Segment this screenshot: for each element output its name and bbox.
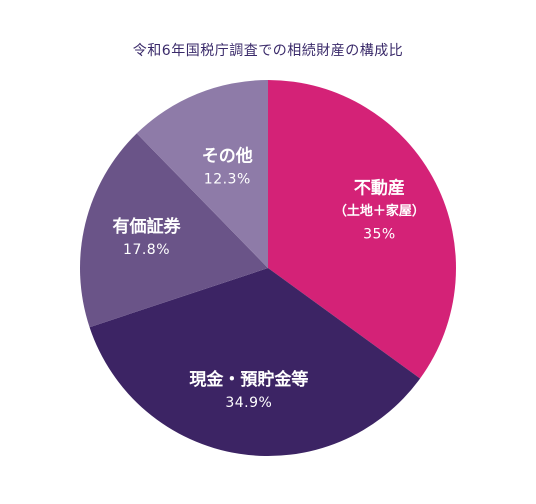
slice-label-group-1: 現金・預貯金等 34.9% [189,369,308,411]
pie-slice-1 [89,268,421,456]
slice-sublabel-0: （土地＋家屋） [334,203,425,219]
slice-label-group-0: 不動産 （土地＋家屋） 35% [334,177,425,242]
pie-slice-0 [268,80,456,379]
slice-label-2: 有価証券 [113,216,182,237]
pie-slice-2 [79,133,268,328]
slice-value-1: 34.9% [225,395,272,411]
slice-label-1: 現金・預貯金等 [189,369,308,390]
slice-value-0: 35% [363,226,396,242]
slice-label-group-2: 有価証券 17.8% [113,216,182,258]
slice-value-2: 17.8% [123,242,170,258]
pie-slice-3 [136,80,268,268]
slice-label-group-3: その他 12.3% [202,145,253,187]
slice-label-0: 不動産 [354,177,405,198]
slice-value-3: 12.3% [204,171,251,187]
chart-title: 令和6年国税庁調査での相続財産の構成比 [132,43,404,59]
slice-label-3: その他 [202,145,253,166]
